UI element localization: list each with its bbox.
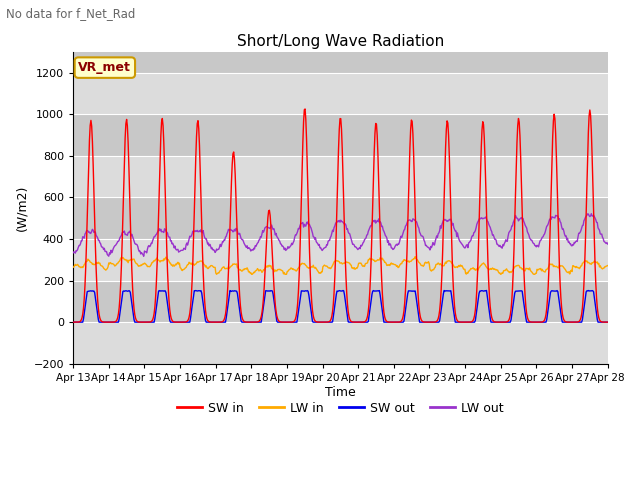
SW in — [79, 312, 86, 317]
SW out — [604, 319, 612, 325]
Legend: SW in, LW in, SW out, LW out: SW in, LW in, SW out, LW out — [172, 397, 509, 420]
LW in — [188, 262, 196, 267]
SW out — [216, 319, 224, 325]
LW out — [217, 244, 225, 250]
Text: No data for f_Net_Rad: No data for f_Net_Rad — [6, 7, 136, 20]
LW out — [422, 243, 429, 249]
Line: SW in: SW in — [73, 109, 608, 322]
Bar — [73, 52, 608, 72]
Bar — [73, 156, 608, 197]
LW out — [134, 243, 141, 249]
LW in — [69, 264, 77, 270]
Bar — [73, 197, 608, 239]
SW in — [216, 319, 224, 325]
Text: VR_met: VR_met — [79, 61, 131, 74]
Y-axis label: (W/m2): (W/m2) — [15, 184, 28, 231]
LW in — [79, 264, 86, 270]
Title: Short/Long Wave Radiation: Short/Long Wave Radiation — [237, 34, 444, 49]
SW out — [79, 319, 86, 325]
SW out — [405, 288, 413, 294]
LW out — [189, 228, 196, 234]
LW in — [604, 263, 612, 268]
Bar — [73, 114, 608, 156]
SW out — [421, 319, 429, 325]
LW in — [412, 254, 419, 260]
Line: LW out: LW out — [73, 214, 608, 256]
SW in — [422, 319, 429, 325]
SW out — [134, 319, 141, 325]
LW out — [604, 241, 612, 247]
LW out — [140, 253, 148, 259]
Line: SW out: SW out — [73, 290, 608, 322]
Bar — [73, 72, 608, 114]
SW in — [134, 319, 141, 324]
LW in — [406, 258, 413, 264]
SW in — [69, 319, 77, 325]
LW out — [406, 217, 413, 223]
Line: LW in: LW in — [73, 257, 608, 274]
LW out — [69, 250, 77, 256]
SW out — [188, 304, 196, 310]
X-axis label: Time: Time — [325, 385, 356, 398]
SW out — [483, 288, 490, 293]
LW in — [212, 271, 220, 277]
LW in — [217, 267, 225, 273]
SW in — [301, 106, 309, 112]
Bar — [73, 280, 608, 322]
SW out — [69, 319, 77, 325]
Bar — [73, 322, 608, 364]
LW in — [134, 262, 141, 268]
LW out — [588, 211, 595, 216]
LW in — [422, 260, 430, 266]
Bar — [73, 239, 608, 280]
SW in — [188, 279, 196, 285]
SW in — [406, 145, 413, 151]
SW in — [604, 319, 612, 325]
LW out — [79, 234, 86, 240]
